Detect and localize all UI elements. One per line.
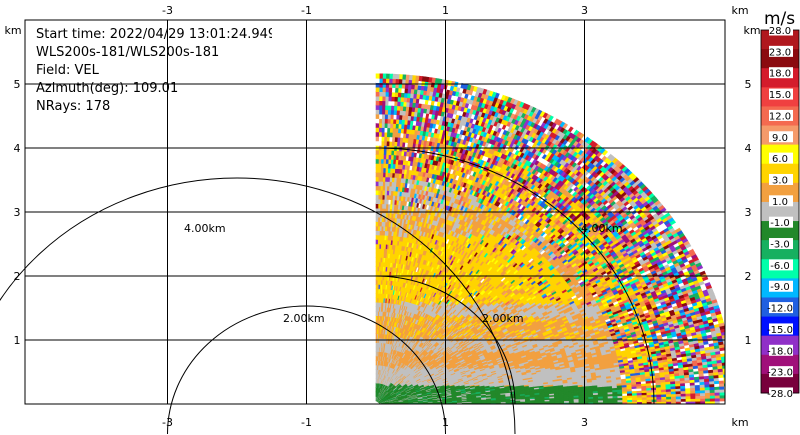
velocity-bin (375, 292, 378, 299)
velocity-bin (375, 342, 377, 348)
velocity-bin (375, 279, 378, 285)
velocity-bin (375, 297, 378, 303)
velocity-bin (375, 355, 377, 361)
velocity-bin (375, 288, 378, 294)
velocity-bin (375, 333, 378, 339)
velocity-bin (375, 283, 378, 290)
velocity-bin (375, 270, 378, 276)
velocity-bin (375, 328, 378, 334)
velocity-bin (375, 306, 378, 312)
velocity-bin (375, 315, 378, 321)
velocity-bin (375, 346, 377, 352)
velocity-bin (375, 301, 378, 308)
velocity-field (375, 73, 725, 404)
velocity-bin (375, 351, 377, 357)
velocity-bin (375, 324, 378, 330)
velocity-bin (375, 310, 378, 317)
